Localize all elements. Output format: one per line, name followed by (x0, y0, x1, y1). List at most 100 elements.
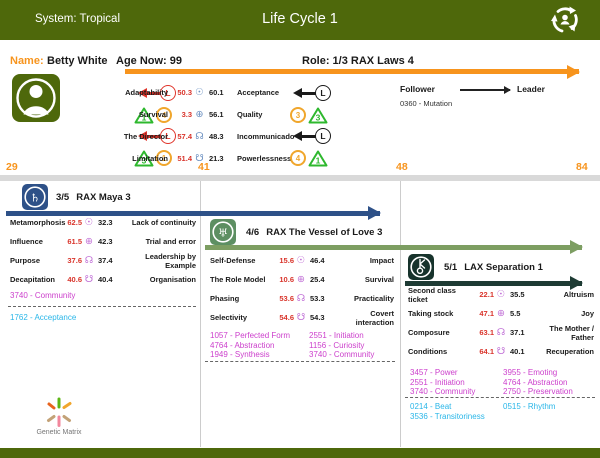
age-now: Age Now: 99 (116, 55, 183, 67)
panel-row: Second class ticket 22.1 ☉ 35.5 Altruism (408, 285, 594, 304)
design-arrow-l-icon: L (138, 128, 176, 146)
row-label: Second class ticket (408, 285, 456, 304)
panel-name: LAX Separation 1 (464, 262, 543, 273)
l-badge: L (160, 85, 176, 101)
triangle-badge: 1 (308, 150, 328, 167)
panel-row: The Role Model 10.6 ⊕ 25.4 Survival (210, 273, 394, 286)
row-label2: Leadership by Example (145, 251, 196, 270)
attribute-label: Adaptability (125, 88, 168, 97)
personality-value: 25.4 (310, 275, 325, 284)
gift-list-cyan-col2: 0515 - Rhythm (503, 402, 555, 412)
north-node-icon: ☊ (84, 255, 94, 266)
personality-value: 60.1 (209, 88, 224, 97)
personality-value: 42.3 (98, 237, 113, 246)
row-label2: Recuperation (546, 347, 594, 356)
attribute-label2: Acceptance (237, 88, 280, 97)
system-label: System: Tropical (35, 13, 120, 25)
row-label: The Role Model (210, 275, 266, 284)
svg-text:1: 1 (316, 156, 321, 166)
personality-value: 53.3 (310, 294, 325, 303)
triangle-badge: 3 (308, 107, 328, 124)
footer-bar (0, 448, 600, 458)
list-item: 2551 - Initiation (410, 377, 465, 387)
personality-value: 37.1 (510, 328, 525, 337)
chiron-icon (408, 254, 434, 280)
page-title: Life Cycle 1 (262, 11, 338, 27)
row-label: Decapitation (10, 275, 56, 284)
panel-row: Taking stock 47.1 ⊕ 5.5 Joy (408, 307, 594, 320)
north-node-icon: ☊ (195, 131, 204, 142)
timeline-tick: 48 (396, 161, 408, 173)
list-item: 3536 - Transitoriness (410, 411, 485, 421)
follower-leader-arrow (460, 89, 510, 91)
panel-name: RAX Maya 3 (76, 192, 131, 203)
gift-list-col1: 3457 - Power 2551 - Initiation 3740 - Co… (410, 368, 475, 397)
list-item: 1057 - Perfected Form (210, 331, 291, 340)
avatar (12, 74, 60, 122)
panel-title-vessel: 4/6 RAX The Vessel of Love 3 (246, 227, 382, 238)
panel-ratio: 3/5 (56, 192, 70, 203)
panel-row: Phasing 53.6 ☊ 53.3 Practicality (210, 292, 394, 305)
person-name: Betty White (47, 55, 108, 67)
circle-badge: 4 (290, 150, 306, 166)
panel-title-maya: 3/5 RAX Maya 3 (56, 192, 131, 203)
gift-list-col2: 2551 - Initiation 1156 - Curiosity 3740 … (309, 331, 374, 360)
brand-label: Genetic Matrix (36, 429, 82, 436)
triangle-badge: 3 (134, 150, 154, 167)
design-value: 62.5 (67, 218, 82, 227)
design-value: 40.6 (67, 275, 82, 284)
list-item: 3457 - Power (410, 368, 458, 377)
earth-icon: ⊕ (195, 109, 204, 120)
personality-value: 35.5 (510, 290, 525, 299)
maya-arrow (6, 211, 380, 216)
personality-value: 37.4 (98, 256, 113, 265)
svg-text:♅: ♅ (218, 227, 228, 240)
list-item: 4764 - Abstraction (503, 377, 568, 387)
design-value: 51.4 (177, 154, 192, 163)
design-value: 54.6 (279, 313, 294, 322)
follower-label: Follower (400, 84, 435, 94)
list-divider (205, 361, 395, 362)
design-value: 50.3 (177, 88, 192, 97)
personality-badges-2: 4 1 (290, 149, 328, 167)
timeline-bar (0, 175, 600, 181)
row-label: Selectivity (210, 313, 248, 322)
personality-value: 54.3 (310, 313, 325, 322)
row-label: Metamorphosis (10, 218, 66, 227)
row-label2: Impact (369, 256, 394, 265)
circle-badge: 3 (290, 107, 306, 123)
attribute-row: The Director 57.4 ☊ 48.3 Incommunicado (116, 130, 298, 143)
row-label2: Joy (581, 309, 594, 318)
attribute-label: Survival (138, 110, 168, 119)
south-node-icon: ☋ (84, 274, 94, 285)
row-label: Phasing (210, 294, 240, 303)
title-bar: System: Tropical Life Cycle 1 (0, 0, 600, 40)
panel-ratio: 5/1 (444, 262, 458, 273)
list-item: 1762 - Acceptance (10, 313, 77, 322)
genetic-matrix-logo (47, 397, 72, 427)
personality-value: 48.3 (209, 132, 224, 141)
attribute-row: Adaptability 50.3 ☉ 60.1 Acceptance (116, 86, 298, 99)
panel-row: Decapitation 40.6 ☋ 40.4 Organisation (10, 273, 196, 286)
circle-badge: 1 (156, 150, 172, 166)
gift-list-col2: 3955 - Emoting 4764 - Abstraction 2750 -… (503, 368, 573, 397)
personality-arrow-l-icon: L (293, 85, 331, 103)
timeline-tick: 41 (198, 161, 210, 173)
column-divider (200, 181, 201, 447)
l-badge: L (160, 128, 176, 144)
list-item: 1949 - Synthesis (210, 350, 270, 359)
row-label: Self-Defense (210, 256, 256, 265)
svg-text:1: 1 (142, 113, 147, 123)
list-item: 2551 - Initiation (309, 331, 364, 340)
south-node-icon: ☋ (195, 153, 204, 164)
personality-arrow-l-icon: L (293, 128, 331, 146)
svg-text:3: 3 (316, 113, 321, 123)
design-value: 22.1 (479, 290, 494, 299)
design-value: 53.6 (279, 294, 294, 303)
attribute-row: Limitation 51.4 ☋ 21.3 Powerlessness (116, 152, 298, 165)
attribute-label2: Powerlessness (237, 154, 292, 163)
design-value: 37.6 (67, 256, 82, 265)
row-label2: Organisation (149, 275, 196, 284)
circle-badge: 4 (156, 107, 172, 123)
list-item: 4764 - Abstraction (210, 340, 275, 350)
